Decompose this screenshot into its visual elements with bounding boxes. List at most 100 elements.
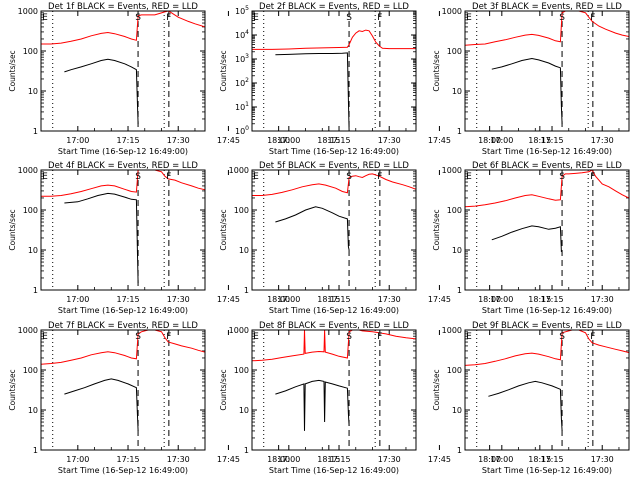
y-tick-label: 10: [239, 406, 249, 415]
x-axis-label: Start Time (16-Sep-12 16:49:00): [482, 466, 612, 475]
marker-f: F: [590, 332, 595, 342]
marker-e: E: [466, 13, 472, 23]
x-tick-label: 17:30: [378, 136, 401, 145]
x-tick-label: 18:00: [478, 295, 501, 304]
x-tick-label: 17:45: [217, 455, 240, 464]
x-tick-label: 17:45: [428, 455, 451, 464]
plot-frame: [251, 10, 417, 132]
y-tick-label: 10: [239, 246, 249, 255]
x-tick-label: 18:15: [528, 136, 551, 145]
marker-e: E: [42, 13, 48, 23]
panel-3: Det 3f BLACK = Events, RED = LLD Counts/s…: [432, 2, 630, 156]
y-tick-label: 101: [235, 101, 249, 112]
x-tick-label: 17:45: [217, 136, 240, 145]
lld-rate-line: [252, 173, 416, 196]
panel-title: Det 9f BLACK = Events, RED = LLD: [472, 321, 622, 331]
x-tick-label: 17:00: [490, 295, 513, 304]
events-rate-line: [64, 58, 139, 125]
events-rate-line: [275, 206, 350, 251]
y-tick-label: 1: [244, 286, 249, 295]
plot-frame: [464, 329, 630, 451]
plot-frame: [251, 169, 417, 291]
panel-title: Det 6f BLACK = Events, RED = LLD: [472, 161, 622, 171]
x-tick-label: 18:00: [478, 136, 501, 145]
x-axis-label: Start Time (16-Sep-12 16:49:00): [269, 147, 399, 156]
lld-rate-line: [465, 170, 629, 208]
x-tick-label: 17:00: [277, 455, 300, 464]
y-axis-label: Counts/sec: [432, 369, 441, 410]
x-tick-label: 17:30: [591, 455, 614, 464]
x-tick-label: 17:00: [277, 295, 300, 304]
marker-s: S: [135, 172, 141, 182]
y-tick-label: 10: [452, 406, 462, 415]
y-tick-label: 1000: [442, 166, 462, 175]
y-axis-label: Counts/sec: [8, 369, 17, 410]
events-rate-line: [491, 225, 563, 252]
x-tick-label: 17:00: [66, 295, 89, 304]
x-tick-label: 17:15: [327, 455, 350, 464]
x-tick-label: 17:15: [116, 455, 139, 464]
y-tick-label: 10: [28, 87, 38, 96]
marker-f: F: [590, 172, 595, 182]
x-tick-label: 18:15: [317, 295, 340, 304]
y-tick-label: 100: [234, 206, 249, 215]
marker-e: E: [42, 172, 48, 182]
x-tick-label: 17:45: [428, 136, 451, 145]
panel-title: Det 8f BLACK = Events, RED = LLD: [259, 321, 409, 331]
x-tick-label: 17:30: [167, 295, 190, 304]
y-tick-label: 1: [457, 127, 462, 136]
x-tick-label: 18:15: [317, 455, 340, 464]
marker-s: S: [135, 332, 141, 342]
x-tick-label: 17:15: [327, 295, 350, 304]
x-axis-label: Start Time (16-Sep-12 16:49:00): [58, 306, 188, 315]
y-tick-label: 100: [447, 47, 462, 56]
x-tick-label: 18:15: [317, 136, 340, 145]
x-tick-label: 17:15: [540, 295, 563, 304]
y-tick-label: 105: [235, 5, 249, 16]
events-rate-line: [64, 192, 139, 284]
y-tick-label: 100: [234, 366, 249, 375]
plot-frame: [40, 169, 206, 291]
x-tick-label: 17:15: [116, 136, 139, 145]
panel-title: Det 5f BLACK = Events, RED = LLD: [259, 161, 409, 171]
marker-f: F: [166, 332, 171, 342]
x-tick-label: 17:30: [378, 455, 401, 464]
lld-rate-line: [252, 330, 416, 362]
panel-6: Det 6f BLACK = Events, RED = LLD Counts/s…: [432, 161, 630, 315]
panel-2: Det 2f BLACK = Events, RED = LLD Counts/s…: [219, 2, 551, 156]
marker-f: F: [166, 172, 171, 182]
panel-1: Det 1f BLACK = Events, RED = LLD Counts/s…: [8, 2, 340, 156]
events-rate-line: [491, 57, 563, 125]
events-rate-line: [275, 379, 350, 431]
lld-rate-line: [465, 330, 629, 366]
y-tick-label: 100: [235, 125, 249, 136]
panel-title: Det 4f BLACK = Events, RED = LLD: [48, 161, 198, 171]
y-tick-label: 100: [23, 366, 38, 375]
events-rate-line: [488, 380, 563, 431]
events-rate-line: [64, 378, 139, 431]
x-tick-label: 18:00: [267, 455, 290, 464]
y-axis-label: Counts/sec: [219, 209, 228, 250]
y-tick-label: 100: [447, 206, 462, 215]
marker-s: S: [346, 13, 352, 23]
y-tick-label: 1000: [442, 326, 462, 335]
y-tick-label: 1: [457, 446, 462, 455]
y-tick-label: 1000: [442, 7, 462, 16]
panel-title: Det 3f BLACK = Events, RED = LLD: [472, 2, 622, 12]
y-axis-label: Counts/sec: [8, 209, 17, 250]
plot-frame: [464, 10, 630, 132]
y-tick-label: 1000: [18, 326, 38, 335]
panel-title: Det 7f BLACK = Events, RED = LLD: [48, 321, 198, 331]
x-tick-label: 17:30: [167, 455, 190, 464]
x-tick-label: 17:15: [540, 136, 563, 145]
marker-e: E: [42, 332, 48, 342]
lld-rate-line: [41, 11, 205, 45]
y-tick-label: 1: [33, 127, 38, 136]
x-axis-label: Start Time (16-Sep-12 16:49:00): [269, 466, 399, 475]
marker-e: E: [466, 332, 472, 342]
x-axis-label: Start Time (16-Sep-12 16:49:00): [58, 466, 188, 475]
marker-s: S: [135, 13, 141, 23]
x-tick-label: 17:30: [378, 295, 401, 304]
marker-f: F: [377, 13, 382, 23]
